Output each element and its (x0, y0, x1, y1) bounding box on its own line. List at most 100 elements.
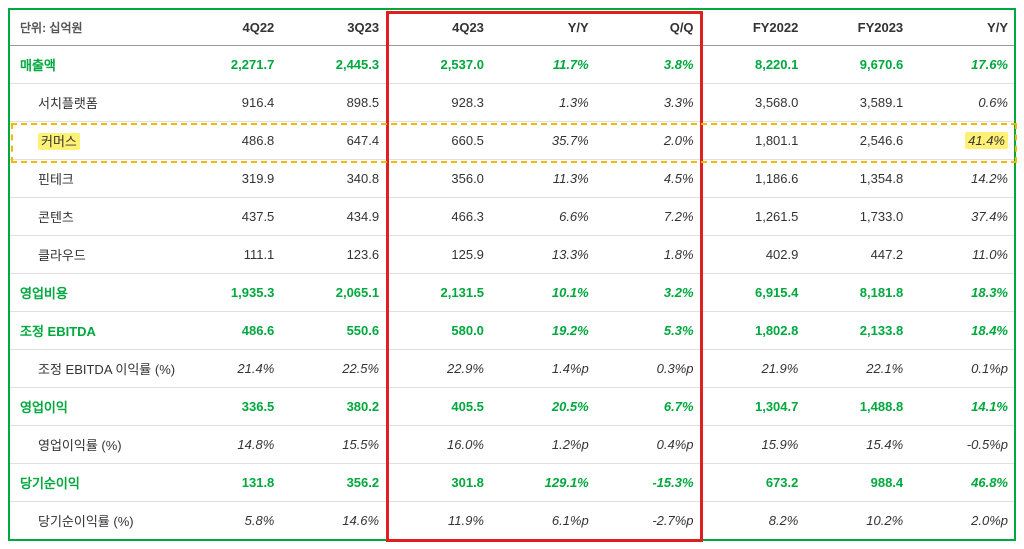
cell: 1.8% (595, 236, 700, 274)
cell: 2.0%p (909, 502, 1014, 540)
cell: 8,181.8 (804, 274, 909, 312)
row-label: 서치플랫폼 (10, 84, 175, 122)
cell: 123.6 (280, 236, 385, 274)
row-label: 영업비용 (10, 274, 175, 312)
cell: 9,670.6 (804, 46, 909, 84)
cell: 1,261.5 (700, 198, 805, 236)
cell: 1,801.1 (700, 122, 805, 160)
col-header: FY2023 (804, 10, 909, 46)
cell: 22.1% (804, 350, 909, 388)
cell: 647.4 (280, 122, 385, 160)
cell: 988.4 (804, 464, 909, 502)
cell: 340.8 (280, 160, 385, 198)
cell: 434.9 (280, 198, 385, 236)
cell: -0.5%p (909, 426, 1014, 464)
row-label: 조정 EBITDA 이익률 (%) (10, 350, 175, 388)
cell: 15.4% (804, 426, 909, 464)
cell: 2.0% (595, 122, 700, 160)
cell: 0.4%p (595, 426, 700, 464)
cell: 20.5% (490, 388, 595, 426)
row-label: 당기순이익률 (%) (10, 502, 175, 540)
cell: 898.5 (280, 84, 385, 122)
cell: 11.9% (385, 502, 490, 540)
cell: 37.4% (909, 198, 1014, 236)
cell: 14.8% (175, 426, 280, 464)
cell: 405.5 (385, 388, 490, 426)
table-row: 조정 EBITDA486.6550.6580.019.2%5.3%1,802.8… (10, 312, 1014, 350)
table-row: 영업이익336.5380.2405.520.5%6.7%1,304.71,488… (10, 388, 1014, 426)
row-label: 영업이익 (10, 388, 175, 426)
cell: 125.9 (385, 236, 490, 274)
cell: 437.5 (175, 198, 280, 236)
cell: 3,589.1 (804, 84, 909, 122)
table-row: 콘텐츠437.5434.9466.36.6%7.2%1,261.51,733.0… (10, 198, 1014, 236)
cell: 550.6 (280, 312, 385, 350)
table-row: 당기순이익131.8356.2301.8129.1%-15.3%673.2988… (10, 464, 1014, 502)
cell: 18.3% (909, 274, 1014, 312)
row-label: 커머스 (10, 122, 175, 160)
cell: 402.9 (700, 236, 805, 274)
table-row: 영업비용1,935.32,065.12,131.510.1%3.2%6,915.… (10, 274, 1014, 312)
cell: 14.2% (909, 160, 1014, 198)
table-row: 당기순이익률 (%)5.8%14.6%11.9%6.1%p-2.7%p8.2%1… (10, 502, 1014, 540)
cell: 2,133.8 (804, 312, 909, 350)
table-container: 단위: 십억원 4Q22 3Q23 4Q23 Y/Y Q/Q FY2022 FY… (8, 8, 1016, 541)
cell: 5.3% (595, 312, 700, 350)
cell: 380.2 (280, 388, 385, 426)
cell: 111.1 (175, 236, 280, 274)
table-row: 커머스486.8647.4660.535.7%2.0%1,801.12,546.… (10, 122, 1014, 160)
cell: 11.0% (909, 236, 1014, 274)
cell: 16.0% (385, 426, 490, 464)
cell: 18.4% (909, 312, 1014, 350)
table-row: 클라우드111.1123.6125.913.3%1.8%402.9447.211… (10, 236, 1014, 274)
cell: 3.2% (595, 274, 700, 312)
cell: 3,568.0 (700, 84, 805, 122)
cell: 14.6% (280, 502, 385, 540)
cell: 0.3%p (595, 350, 700, 388)
table-row: 영업이익률 (%)14.8%15.5%16.0%1.2%p0.4%p15.9%1… (10, 426, 1014, 464)
cell: 2,131.5 (385, 274, 490, 312)
cell: 660.5 (385, 122, 490, 160)
cell: 6,915.4 (700, 274, 805, 312)
cell: 356.2 (280, 464, 385, 502)
cell: 336.5 (175, 388, 280, 426)
cell: 1.2%p (490, 426, 595, 464)
cell: 17.6% (909, 46, 1014, 84)
row-label: 당기순이익 (10, 464, 175, 502)
cell: 1,733.0 (804, 198, 909, 236)
cell: 2,065.1 (280, 274, 385, 312)
cell: 19.2% (490, 312, 595, 350)
cell: 10.2% (804, 502, 909, 540)
cell: 447.2 (804, 236, 909, 274)
col-header: 4Q22 (175, 10, 280, 46)
row-label: 핀테크 (10, 160, 175, 198)
cell: 2,537.0 (385, 46, 490, 84)
cell: -15.3% (595, 464, 700, 502)
cell: 1,935.3 (175, 274, 280, 312)
financial-table: 단위: 십억원 4Q22 3Q23 4Q23 Y/Y Q/Q FY2022 FY… (10, 10, 1014, 539)
table-row: 핀테크319.9340.8356.011.3%4.5%1,186.61,354.… (10, 160, 1014, 198)
header-row: 단위: 십억원 4Q22 3Q23 4Q23 Y/Y Q/Q FY2022 FY… (10, 10, 1014, 46)
cell: 35.7% (490, 122, 595, 160)
cell: 916.4 (175, 84, 280, 122)
col-header: FY2022 (700, 10, 805, 46)
cell: 1,354.8 (804, 160, 909, 198)
row-label: 조정 EBITDA (10, 312, 175, 350)
cell: 3.8% (595, 46, 700, 84)
cell: 2,271.7 (175, 46, 280, 84)
cell: 6.6% (490, 198, 595, 236)
row-label: 클라우드 (10, 236, 175, 274)
col-header: Y/Y (909, 10, 1014, 46)
cell: 11.3% (490, 160, 595, 198)
cell: 2,546.6 (804, 122, 909, 160)
cell: 8.2% (700, 502, 805, 540)
cell: 2,445.3 (280, 46, 385, 84)
cell: 22.9% (385, 350, 490, 388)
table-body: 매출액2,271.72,445.32,537.011.7%3.8%8,220.1… (10, 46, 1014, 540)
row-label: 영업이익률 (%) (10, 426, 175, 464)
col-header: 4Q23 (385, 10, 490, 46)
cell: 301.8 (385, 464, 490, 502)
cell: 928.3 (385, 84, 490, 122)
cell: 10.1% (490, 274, 595, 312)
cell: 131.8 (175, 464, 280, 502)
